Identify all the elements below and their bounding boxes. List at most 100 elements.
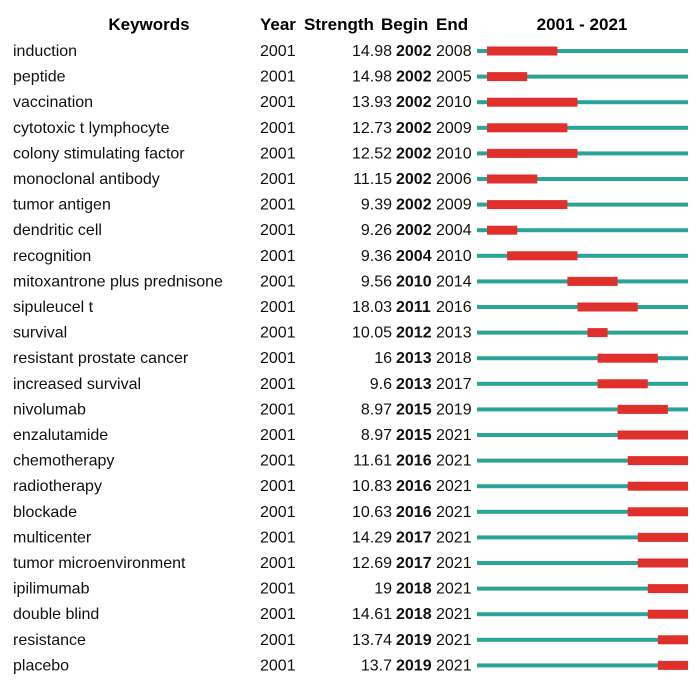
row-timeline-baseline <box>477 253 688 258</box>
row-end: 2021 <box>436 606 472 623</box>
row-end: 2009 <box>436 120 472 137</box>
row-begin: 2002 <box>396 43 432 60</box>
row-burst-bar <box>627 456 688 466</box>
row-begin: 2011 <box>396 299 431 316</box>
row-begin: 2016 <box>396 478 432 495</box>
row-timeline-baseline <box>477 458 688 463</box>
row-timeline-baseline <box>477 535 688 540</box>
row-keyword: chemotherapy <box>13 453 114 470</box>
row-end: 2021 <box>436 529 472 546</box>
row-begin: 2002 <box>396 94 432 111</box>
row-year: 2001 <box>260 427 296 444</box>
row-timeline-baseline <box>477 663 688 668</box>
row-burst-bar <box>487 72 528 82</box>
row-timeline-baseline <box>477 356 688 361</box>
row-burst-bar <box>657 635 688 645</box>
row-burst-bar <box>577 302 638 312</box>
row-timeline-baseline <box>477 637 688 642</box>
row-burst-bar <box>487 200 568 210</box>
row-begin: 2013 <box>396 376 432 393</box>
header-begin: Begin <box>381 15 428 34</box>
row-end: 2013 <box>436 325 472 342</box>
row-strength: 12.73 <box>352 120 392 137</box>
row-strength: 12.52 <box>352 145 392 162</box>
row-keyword: resistant prostate cancer <box>13 350 189 367</box>
row-strength: 11.15 <box>353 171 392 188</box>
row-burst-bar <box>487 123 568 133</box>
burst-row: radiotherapy 2001 10.83 2016 2021 <box>13 478 688 495</box>
row-begin: 2016 <box>396 504 432 521</box>
row-keyword: tumor microenvironment <box>13 555 186 572</box>
row-begin: 2002 <box>396 222 432 239</box>
row-begin: 2015 <box>396 427 432 444</box>
row-burst-bar <box>627 507 688 517</box>
row-burst-bar <box>507 251 578 261</box>
row-begin: 2019 <box>396 657 432 674</box>
row-year: 2001 <box>260 555 296 572</box>
row-timeline-baseline <box>477 433 688 437</box>
row-begin: 2016 <box>396 453 432 470</box>
row-keyword: ipilimumab <box>13 581 90 598</box>
row-end: 2021 <box>436 581 472 598</box>
row-timeline-baseline <box>477 74 688 79</box>
row-keyword: placebo <box>13 657 69 674</box>
row-end: 2010 <box>436 94 472 111</box>
row-end: 2021 <box>436 657 472 674</box>
burst-row: cytotoxic t lymphocyte 2001 12.73 2002 2009 <box>13 120 688 137</box>
burst-row: nivolumab 2001 8.97 2015 2019 <box>13 401 688 418</box>
row-timeline-baseline <box>477 509 688 514</box>
row-strength: 9.36 <box>361 248 392 265</box>
row-end: 2021 <box>436 555 472 572</box>
row-burst-bar <box>657 660 688 670</box>
row-end: 2016 <box>436 299 472 316</box>
row-timeline-baseline <box>477 151 688 156</box>
burst-row: tumor antigen 2001 9.39 2002 2009 <box>13 197 688 214</box>
burst-row: tumor microenvironment 2001 12.69 2017 2021 <box>13 555 688 572</box>
row-end: 2005 <box>436 69 472 86</box>
row-begin: 2019 <box>396 632 432 649</box>
row-year: 2001 <box>260 69 296 86</box>
row-burst-bar <box>647 609 688 619</box>
burst-row: blockade 2001 10.63 2016 2021 <box>13 504 688 521</box>
row-end: 2009 <box>436 197 472 214</box>
row-burst-bar <box>627 481 688 491</box>
row-begin: 2018 <box>396 581 432 598</box>
row-timeline-baseline <box>477 586 688 591</box>
row-timeline-baseline <box>477 177 688 181</box>
row-timeline-baseline <box>477 228 688 233</box>
row-end: 2021 <box>436 478 472 495</box>
row-begin: 2013 <box>396 350 432 367</box>
row-year: 2001 <box>260 222 296 239</box>
row-end: 2008 <box>436 43 472 60</box>
row-begin: 2018 <box>396 606 432 623</box>
row-year: 2001 <box>260 171 296 188</box>
burst-row: recognition 2001 9.36 2004 2010 <box>13 248 688 265</box>
row-keyword: survival <box>13 325 67 342</box>
row-burst-bar <box>637 532 688 542</box>
row-keyword: resistance <box>13 632 86 649</box>
header-end: End <box>436 15 468 34</box>
row-keyword: multicenter <box>13 529 92 546</box>
row-keyword: induction <box>13 43 77 60</box>
row-end: 2004 <box>436 222 472 239</box>
burst-row: survival 2001 10.05 2012 2013 <box>13 325 688 342</box>
header-row: Keywords Year Strength Begin End 2001 - … <box>108 15 627 34</box>
row-timeline-baseline <box>477 100 688 105</box>
row-strength: 14.98 <box>352 43 392 60</box>
burst-row: resistant prostate cancer 2001 16 2013 2018 <box>13 350 688 367</box>
row-year: 2001 <box>260 273 296 290</box>
row-burst-bar <box>487 97 578 107</box>
row-keyword: blockade <box>13 504 77 521</box>
row-begin: 2010 <box>396 273 432 290</box>
burst-row: resistance 2001 13.74 2019 2021 <box>13 632 688 649</box>
row-timeline-baseline <box>477 612 688 617</box>
burst-row: enzalutamide 2001 8.97 2015 2021 <box>13 427 688 444</box>
row-keyword: mitoxantrone plus prednisone <box>13 273 223 290</box>
row-strength: 9.56 <box>361 273 392 290</box>
row-timeline-baseline <box>477 330 688 335</box>
burst-row: peptide 2001 14.98 2002 2005 <box>13 69 688 86</box>
row-year: 2001 <box>260 401 296 418</box>
row-begin: 2012 <box>396 325 432 342</box>
